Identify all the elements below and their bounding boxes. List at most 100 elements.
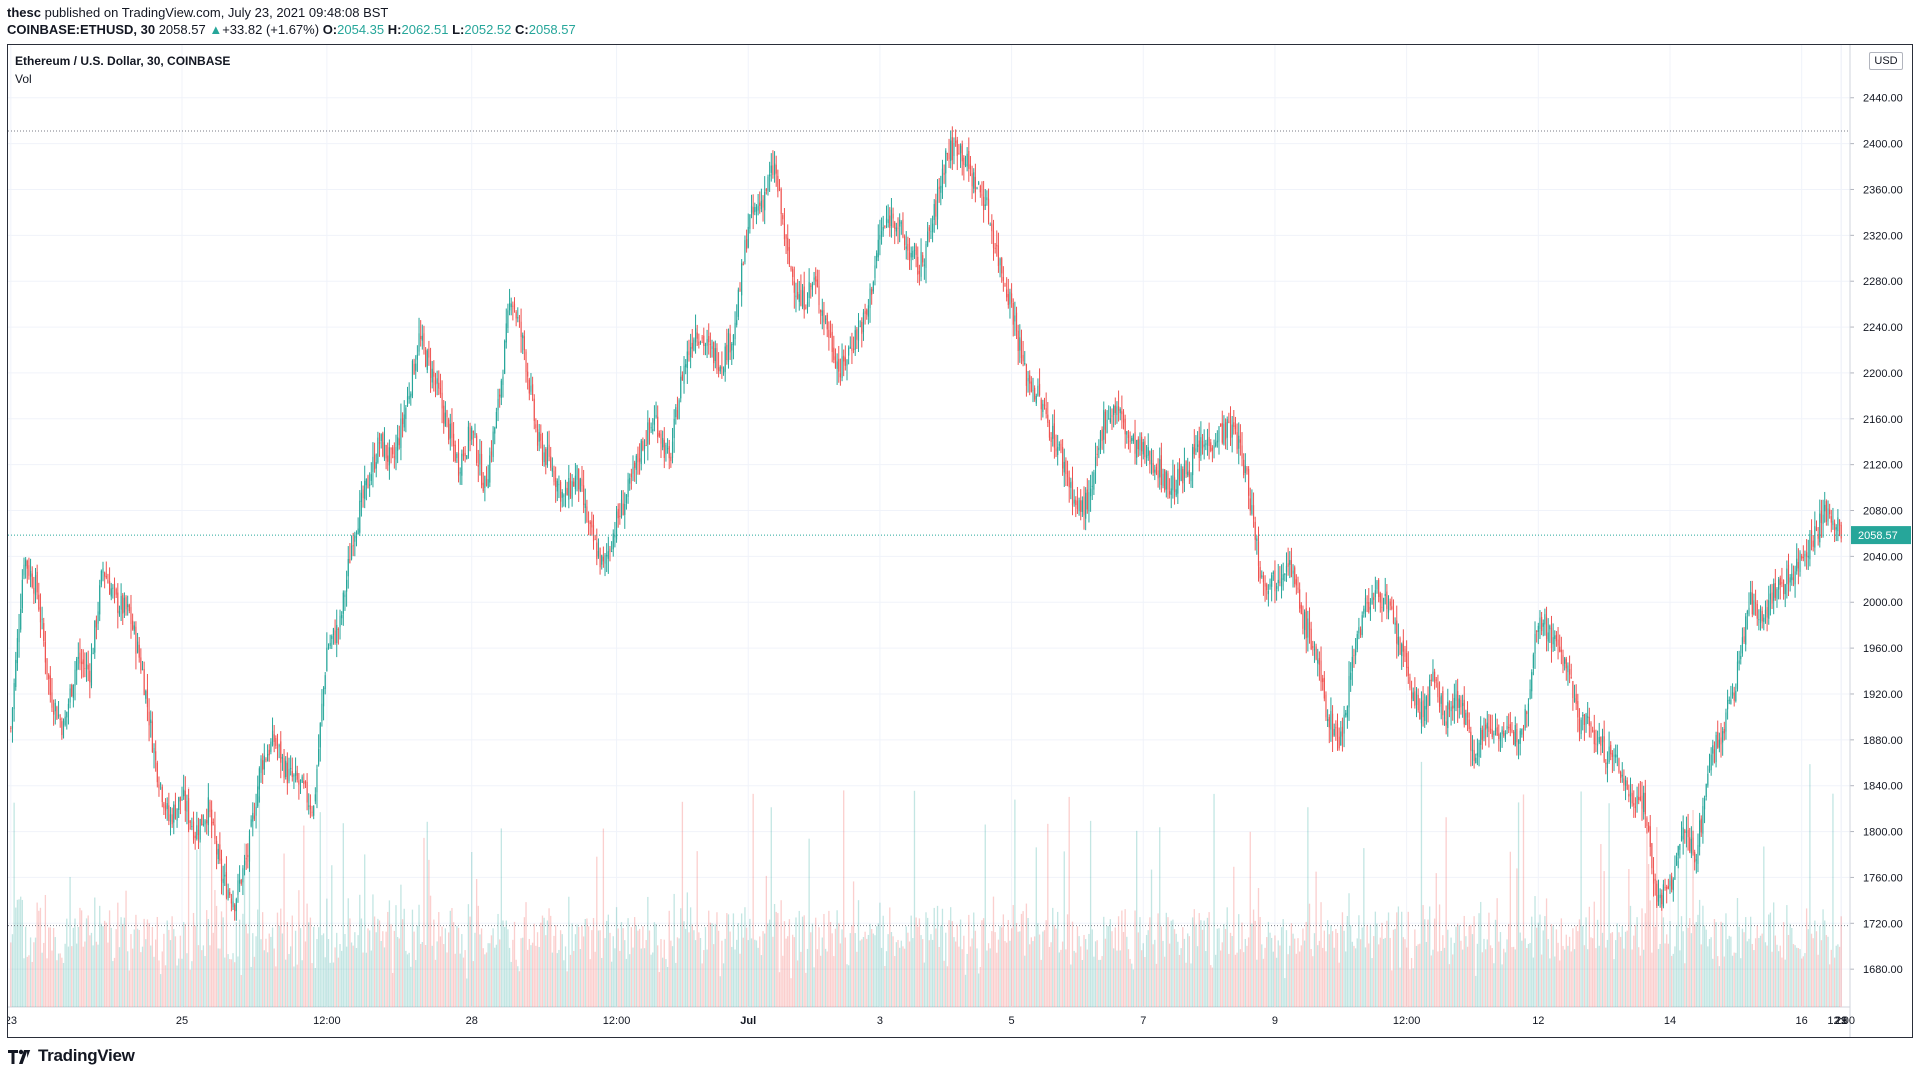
candle-body xyxy=(989,224,991,226)
candle-body xyxy=(1193,444,1195,455)
volume-bar xyxy=(668,910,670,1007)
candle-body xyxy=(739,288,741,291)
candle-body xyxy=(316,769,318,793)
volume-bar xyxy=(1452,954,1454,1007)
volume-bar xyxy=(1659,943,1661,1007)
volume-bar xyxy=(1336,932,1339,1007)
candle-body xyxy=(826,314,828,330)
volume-bar xyxy=(1317,945,1319,1007)
volume-bar xyxy=(655,924,657,1007)
volume-bar xyxy=(688,932,690,1007)
candle-body xyxy=(731,343,733,351)
volume-bar xyxy=(186,953,188,1007)
candle-body xyxy=(963,157,965,165)
currency-button[interactable]: USD xyxy=(1869,52,1903,70)
candle-body xyxy=(1037,385,1039,396)
volume-bar xyxy=(564,946,567,1007)
volume-bar xyxy=(968,914,970,1007)
volume-bar xyxy=(632,947,634,1007)
volume-bar xyxy=(362,952,364,1007)
candle-body xyxy=(798,294,800,302)
candle-body xyxy=(367,476,369,489)
candle-body xyxy=(1251,505,1253,514)
volume-bar xyxy=(456,925,458,1007)
candle-body xyxy=(260,758,262,773)
volume-bar xyxy=(1392,929,1395,1007)
candle-body xyxy=(540,434,542,441)
volume-bar xyxy=(931,939,934,1007)
candle-body xyxy=(917,256,919,275)
volume-bar xyxy=(15,907,17,1007)
volume-bar xyxy=(275,966,277,1007)
volume-bar xyxy=(1619,936,1622,1007)
candle-body xyxy=(1671,875,1673,890)
x-tick-label: 7 xyxy=(1140,1015,1146,1027)
candle-body xyxy=(133,625,135,631)
volume-bar xyxy=(704,927,707,1007)
candle-body xyxy=(1651,843,1653,869)
candle-body xyxy=(1302,613,1304,629)
candle-body xyxy=(1499,734,1502,742)
candle-body xyxy=(369,484,371,486)
candle-body xyxy=(1114,405,1116,414)
candle-body xyxy=(1471,749,1474,752)
volume-bar xyxy=(235,922,237,1007)
volume-bar xyxy=(1025,903,1028,1007)
candle-body xyxy=(112,587,114,589)
candle-body xyxy=(1336,723,1339,737)
volume-bar xyxy=(1720,921,1722,1007)
candle-body xyxy=(951,137,953,160)
candle-body xyxy=(721,366,723,369)
candle-body xyxy=(271,730,274,746)
candle-body xyxy=(1145,455,1148,459)
candle-body xyxy=(1200,437,1202,456)
candle-body xyxy=(808,282,810,298)
candle-body xyxy=(546,447,548,466)
volume-bar xyxy=(1019,931,1021,1007)
candle-body xyxy=(879,234,881,240)
candle-body xyxy=(1007,294,1009,306)
candle-body xyxy=(899,219,901,227)
candle-body xyxy=(341,614,343,619)
volume-bar xyxy=(385,931,387,1007)
chart-canvas[interactable]: 2440.002400.002360.002320.002280.002240.… xyxy=(8,45,1912,1037)
tradingview-footer[interactable]: TradingView xyxy=(8,1044,135,1068)
candle-body xyxy=(871,289,873,295)
volume-bar xyxy=(877,923,879,1007)
candle-body xyxy=(1442,691,1444,716)
volume-bar xyxy=(558,949,560,1007)
candle-body xyxy=(347,559,349,577)
x-tick-label: 12:00 xyxy=(1393,1015,1421,1027)
candle-body xyxy=(82,659,84,665)
volume-bar xyxy=(653,922,656,1007)
candle-body xyxy=(485,478,488,486)
candle-body xyxy=(869,288,871,309)
volume-bar xyxy=(1565,934,1567,1007)
candle-body xyxy=(1707,773,1709,786)
candle-body xyxy=(922,255,924,263)
candle-body xyxy=(1164,469,1166,491)
candle-body xyxy=(535,424,537,429)
candle-body xyxy=(945,150,947,174)
candle-body xyxy=(930,231,932,233)
volume-bar xyxy=(1078,936,1080,1007)
candle-body xyxy=(1756,603,1758,619)
candle-body xyxy=(708,336,710,343)
candle-body xyxy=(164,805,167,811)
volume-bar xyxy=(550,915,552,1007)
volume-bar xyxy=(515,959,517,1007)
candle-body xyxy=(1361,615,1363,636)
volume-bar xyxy=(1249,831,1251,1007)
volume-bar xyxy=(1065,949,1067,1007)
volume-bar xyxy=(1489,945,1492,1007)
volume-bar xyxy=(1651,952,1653,1007)
candle-body xyxy=(46,658,48,675)
volume-bar xyxy=(1224,928,1227,1007)
chart-frame[interactable]: 2440.00 2400.00 2360.00 2320.00 2280.00 2240.… xyxy=(7,44,1913,1038)
volume-bar xyxy=(1152,944,1154,1007)
candle-body xyxy=(828,329,830,338)
candle-body xyxy=(1012,302,1014,325)
candle-body xyxy=(1564,657,1566,664)
volume-bar xyxy=(1774,935,1776,1007)
volume-bar xyxy=(808,838,810,1007)
